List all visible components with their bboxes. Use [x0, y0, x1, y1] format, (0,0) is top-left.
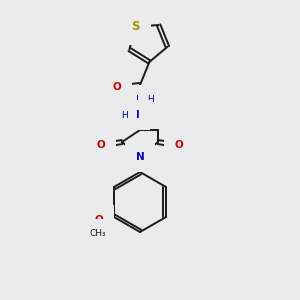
Text: H: H [147, 94, 153, 103]
Text: CH₃: CH₃ [90, 229, 106, 238]
Text: H: H [122, 112, 128, 121]
Text: N: N [136, 95, 144, 105]
Text: O: O [175, 140, 183, 150]
Text: N: N [136, 152, 144, 162]
Text: S: S [131, 20, 140, 33]
Text: O: O [94, 215, 103, 225]
Text: O: O [112, 82, 122, 92]
Text: N: N [130, 110, 140, 120]
Text: O: O [97, 140, 105, 150]
